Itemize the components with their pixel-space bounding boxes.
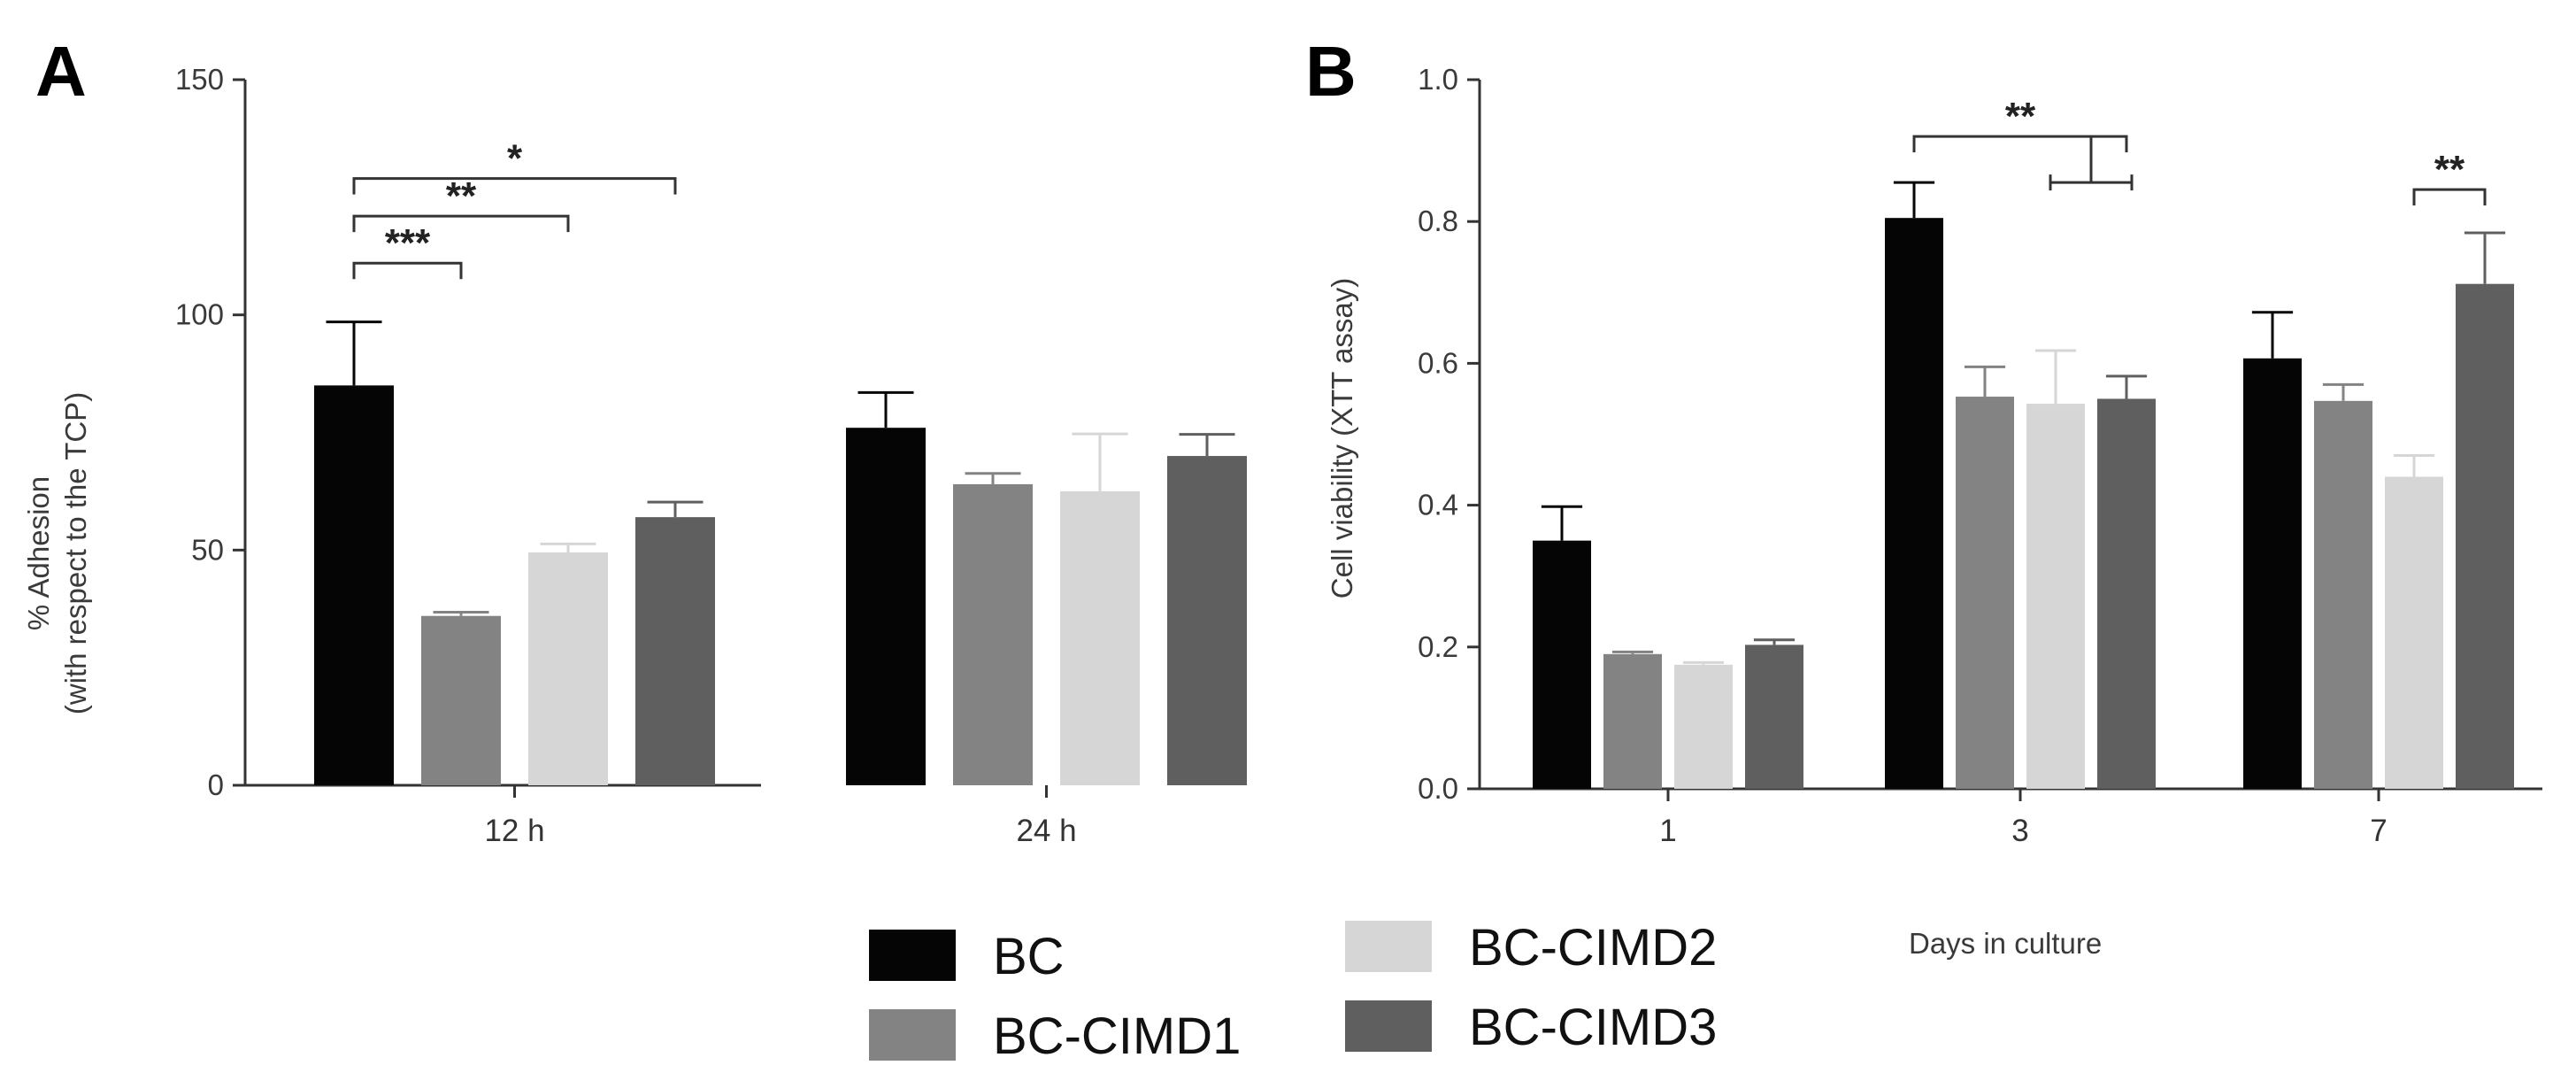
panel-a-significance-bracket [352,214,570,233]
panel-a-significance-bracket [352,177,677,195]
panel-b-bar-bc [2243,358,2302,789]
panel-b-y-tick-label: 0.2 [1418,630,1458,663]
panel-b-y-tick-label: 0.6 [1418,346,1458,379]
panel-b-bar-bc-cimd2 [1674,664,1733,789]
legend-swatch-bc [869,930,956,981]
panel-b-x-axis-title: Days in culture [1909,927,2102,960]
panel-a-significance-bracket [352,261,463,280]
panel-a-significance-label: *** [385,221,431,265]
legend-swatch-bc-cimd1 [869,1009,956,1061]
panel-a-y-axis-title: % Adhesion [22,476,55,630]
legend-swatch-bc-cimd2 [1345,921,1432,972]
panel-b-bar-bc-cimd1 [2314,400,2372,789]
panel-a-x-tick-label: 12 h [484,814,544,848]
legend-label-bc-cimd3: BC-CIMD3 [1469,999,1717,1056]
panel-b-bar-bc-cimd3 [2097,398,2156,789]
panel-a-bar-bc-cimd2 [1060,490,1140,785]
legend-swatch-bc-cimd3 [1345,1000,1432,1052]
panel-b-letter: B [1305,32,1357,111]
panel-a-significance-label: ** [446,174,477,218]
legend: BC BC-CIMD1 BC-CIMD2 BC-CIMD3 [869,919,1717,1065]
panel-b-y-tick-label: 0.8 [1418,205,1458,237]
panel-b-significance-bracket [2412,188,2487,206]
panel-b-bar-bc-cimd3 [2456,283,2514,789]
panel-a-bar-bc-cimd3 [1167,456,1247,785]
panel-a-y-axis-subtitle: (with respect to the TCP) [59,392,92,714]
panel-a-bar-bc [846,428,926,785]
panel-b-bar-bc-cimd1 [1603,653,1662,789]
panel-a: A % Adhesion (with respect to the TCP) 0… [22,32,1247,848]
panel-a-letter: A [35,32,87,111]
panel-b-significance-label: ** [2005,95,2036,138]
panel-a-x-tick-label: 24 h [1016,814,1076,848]
legend-label-bc-cimd1: BC-CIMD1 [993,1007,1241,1065]
panel-b-significance-label: ** [2434,148,2465,191]
legend-label-bc: BC [993,928,1065,985]
panel-b-x-tick-label: 1 [1659,814,1676,848]
panel-b-bar-bc-cimd2 [2026,404,2085,789]
panel-a-bar-bc-cimd2 [528,552,608,785]
panel-a-bar-bc-cimd3 [635,517,715,785]
panel-b-y-axis-title: Cell viability (XTT assay) [1326,278,1358,598]
panel-a-y-tick-label: 0 [208,768,224,801]
panel-b-bar-bc-cimd2 [2385,476,2443,789]
panel-a-y-tick-label: 150 [175,63,224,96]
panel-a-bar-bc-cimd1 [421,615,501,785]
legend-label-bc-cimd2: BC-CIMD2 [1469,919,1717,977]
panel-b-y-tick-label: 0.0 [1418,772,1458,805]
panel-a-y-tick-label: 100 [175,298,224,331]
panel-a-significance-label: * [507,137,523,181]
panel-b-x-tick-label: 7 [2370,814,2387,848]
panel-b-bar-bc [1533,540,1591,789]
panel-b-y-tick-label: 0.4 [1418,489,1458,521]
panel-b-y-tick-label: 1.0 [1418,63,1458,96]
panel-b-bar-bc-cimd3 [1745,645,1803,789]
panel-a-bar-bc-cimd1 [953,483,1033,785]
panel-b-x-tick-label: 3 [2011,814,2028,848]
panel-b-significance-bracket [1912,135,2128,153]
panel-a-y-tick-label: 50 [191,533,224,566]
panel-b: B Cell viability (XTT assay) 0.0 0.2 0.4 0.… [1305,32,2542,848]
panel-b-bar-bc [1885,218,1943,789]
panel-a-bar-bc [314,385,394,785]
panel-b-bar-bc-cimd1 [1956,397,2014,789]
